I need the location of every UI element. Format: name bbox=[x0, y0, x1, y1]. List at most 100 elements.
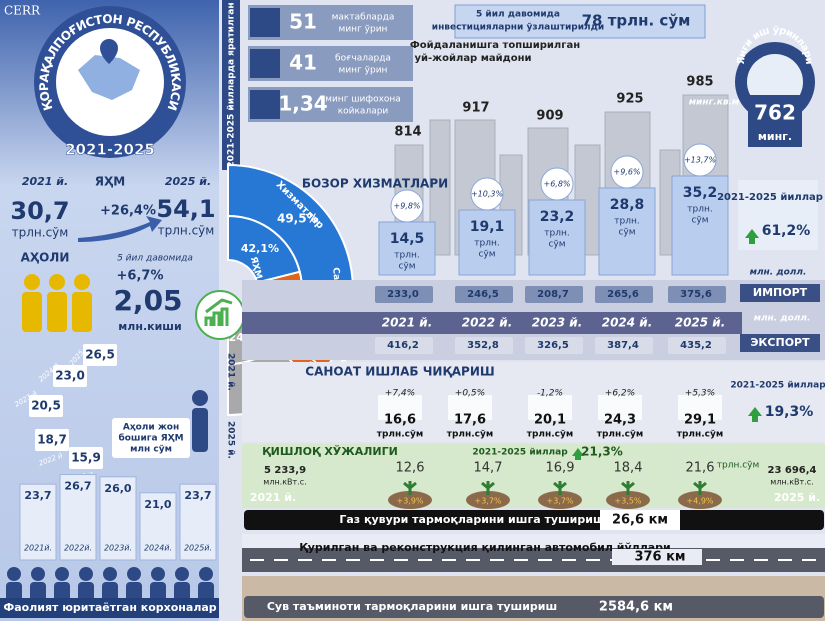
created-value: 1,34 bbox=[278, 92, 327, 116]
gdp-growth: +26,4% bbox=[100, 204, 156, 219]
factory-icon bbox=[448, 395, 492, 420]
market-growth: +10,3% bbox=[471, 190, 503, 199]
per-capita-value: 18,7 bbox=[37, 433, 67, 447]
trade-year: 2023 й. bbox=[532, 316, 583, 330]
industry-unit: трлн.сўм bbox=[447, 430, 493, 440]
crowd-icon bbox=[55, 567, 69, 581]
market-unit: трлн. bbox=[687, 205, 712, 215]
trade-year: 2022 й. bbox=[462, 316, 513, 330]
person-icon bbox=[72, 292, 92, 332]
energy-unit: млн.кВт.с. bbox=[263, 478, 306, 487]
population-growth: +6,7% bbox=[117, 269, 164, 284]
market-value: 28,8 bbox=[610, 197, 645, 213]
roads-text: Қурилган ва реконструкция қилинган автом… bbox=[299, 541, 671, 554]
truck bbox=[455, 286, 513, 303]
enterprise-bar bbox=[179, 483, 217, 561]
enterprise-bar bbox=[59, 474, 97, 561]
structure-year: 2021 й. bbox=[226, 353, 236, 391]
industry-value: 16,6 bbox=[384, 413, 416, 428]
brand: CERR bbox=[4, 4, 41, 18]
roads-value-box bbox=[612, 549, 702, 565]
water-value: 2584,6 км bbox=[599, 600, 673, 615]
fan-box bbox=[35, 429, 69, 451]
jobs-unit: минг. bbox=[758, 130, 792, 143]
period: 2021-2025 bbox=[65, 141, 155, 159]
crowd-icon bbox=[79, 567, 93, 581]
growth-bubble bbox=[390, 189, 424, 223]
person-icon bbox=[74, 274, 90, 290]
per-capita-box bbox=[112, 418, 190, 458]
enterprise-value: 23,7 bbox=[184, 489, 211, 502]
import-value: 246,5 bbox=[467, 289, 499, 300]
truck bbox=[595, 286, 653, 303]
enterprise-band bbox=[0, 598, 219, 618]
factory-icon bbox=[528, 395, 572, 420]
structure-label: 49,5% bbox=[277, 212, 319, 226]
created-text: мактабларда bbox=[332, 13, 395, 23]
housing-value: 909 bbox=[536, 109, 563, 124]
market-growth: +9,8% bbox=[393, 202, 420, 211]
investment-box bbox=[454, 4, 706, 39]
plant-icon bbox=[621, 481, 635, 495]
export-unit: млн. долл. bbox=[754, 314, 811, 324]
caption-strip bbox=[222, 0, 240, 170]
growth-bubble bbox=[470, 177, 504, 211]
road bbox=[242, 548, 825, 572]
energy-start: 5 233,9 bbox=[264, 465, 306, 476]
gas-label-box bbox=[600, 510, 680, 530]
enterprise-value: 26,7 bbox=[64, 480, 91, 493]
gdp-unit: трлн.сўм bbox=[12, 226, 69, 240]
soil-mound bbox=[538, 491, 582, 509]
gas-text: Газ қувури тармоқларини ишга тушириш bbox=[339, 513, 604, 526]
soil-mound bbox=[606, 491, 650, 509]
fan-box bbox=[83, 344, 117, 366]
person-icon bbox=[22, 292, 42, 332]
truck bbox=[375, 337, 433, 354]
truck bbox=[455, 337, 513, 354]
crowd-icon bbox=[103, 567, 117, 581]
import-value: 233,0 bbox=[387, 289, 419, 300]
population-note: 5 йил давомида bbox=[117, 254, 193, 264]
map-pin bbox=[100, 39, 118, 64]
enterprise-year: 2021й. bbox=[24, 544, 52, 553]
enterprise-year: 2025й. bbox=[184, 544, 212, 553]
gdp-year-start: 2021 й. bbox=[22, 175, 68, 188]
created-text: минг ўрин bbox=[339, 25, 388, 35]
market-unit: сўм bbox=[478, 250, 495, 260]
industry-value: 24,3 bbox=[604, 413, 636, 428]
water-text: Сув таъминоти тармоқларини ишга тушириш bbox=[267, 600, 557, 613]
agri-growth: +3,9% bbox=[396, 497, 423, 506]
growth-bubble bbox=[540, 167, 574, 201]
crowd-icon bbox=[174, 582, 190, 602]
industry-value: 29,1 bbox=[684, 413, 716, 428]
market-growth: +6,8% bbox=[543, 180, 570, 189]
truck bbox=[525, 286, 583, 303]
export-value: 435,2 bbox=[680, 340, 712, 351]
agri-period: 2021-2025 йиллар bbox=[472, 448, 568, 458]
market-title: БОЗОР ХИЗМАТЛАРИ bbox=[302, 177, 448, 191]
agri-value: 12,6 bbox=[396, 461, 425, 476]
enterprise-value: 26,0 bbox=[104, 482, 131, 495]
industry-growth: +5,3% bbox=[685, 389, 715, 399]
fan-box bbox=[69, 447, 103, 469]
import-unit: млн. долл. bbox=[750, 268, 807, 278]
truck bbox=[525, 337, 583, 354]
water-pipe bbox=[244, 596, 824, 618]
person-icon bbox=[192, 408, 208, 452]
market-unit: трлн. bbox=[614, 217, 639, 227]
agri-total: 21,3% bbox=[581, 445, 623, 459]
structure-year: 2025 й. bbox=[226, 421, 236, 459]
crowd-icon bbox=[199, 567, 213, 581]
enterprise-bar bbox=[19, 483, 57, 561]
market-value: 23,2 bbox=[540, 209, 575, 225]
per-capita-value: 26,5 bbox=[85, 348, 115, 362]
investment-text: 5 йил давомида bbox=[476, 10, 560, 20]
population-unit: млн.киши bbox=[118, 320, 181, 333]
agri-growth: +3,7% bbox=[474, 497, 501, 506]
plant-icon bbox=[403, 481, 417, 495]
gdp-label: ЯҲМ bbox=[95, 175, 125, 189]
industry-unit: трлн.сўм bbox=[597, 430, 643, 440]
market-value: 35,2 bbox=[683, 185, 718, 201]
structure-wedge bbox=[227, 214, 301, 284]
